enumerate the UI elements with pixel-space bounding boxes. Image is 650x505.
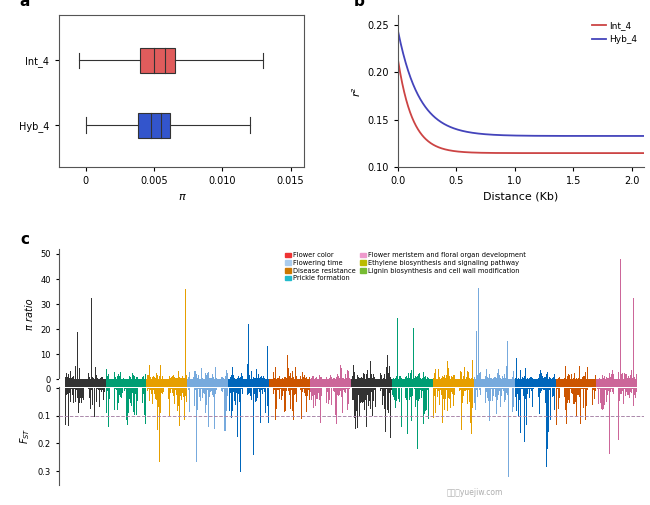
- Bar: [515, 379, 556, 387]
- Hyb_4: [540, 133, 548, 139]
- Bar: [351, 379, 392, 387]
- Bar: [138, 113, 170, 137]
- Bar: [597, 379, 638, 387]
- Bar: [105, 379, 146, 387]
- Hyb_4: [395, 29, 402, 35]
- Hyb_4: [511, 132, 519, 138]
- Int_4: [640, 150, 647, 156]
- Bar: [64, 379, 105, 387]
- Line: Int_4: Int_4: [398, 62, 644, 153]
- Bar: [140, 48, 175, 73]
- Bar: [146, 379, 187, 387]
- Int_4: [595, 150, 603, 156]
- Legend: Int_4, Hyb_4: Int_4, Hyb_4: [590, 20, 639, 46]
- Hyb_4: [512, 132, 520, 138]
- Text: a: a: [19, 0, 29, 9]
- Y-axis label: $F_{ST}$: $F_{ST}$: [18, 428, 32, 444]
- Int_4: [511, 150, 519, 156]
- Bar: [228, 379, 269, 387]
- Bar: [187, 379, 228, 387]
- X-axis label: π: π: [178, 192, 185, 202]
- Bar: [310, 379, 351, 387]
- Int_4: [540, 150, 548, 156]
- Text: 月季网yuejiw.com: 月季网yuejiw.com: [447, 488, 502, 497]
- Hyb_4: [640, 133, 647, 139]
- Y-axis label: r²: r²: [352, 87, 361, 96]
- Line: Hyb_4: Hyb_4: [398, 32, 644, 136]
- Bar: [433, 379, 474, 387]
- Hyb_4: [634, 133, 642, 139]
- Bar: [474, 379, 515, 387]
- Bar: [392, 379, 433, 387]
- Legend: Flower color, Flowering time, Disease resistance, Prickle formation, Flower meri: Flower color, Flowering time, Disease re…: [284, 251, 527, 283]
- Int_4: [512, 150, 520, 156]
- Int_4: [527, 150, 535, 156]
- Int_4: [395, 59, 402, 65]
- Text: b: b: [354, 0, 365, 9]
- Hyb_4: [527, 133, 535, 139]
- X-axis label: Distance (Kb): Distance (Kb): [483, 192, 558, 202]
- Int_4: [634, 150, 642, 156]
- Y-axis label: π ratio: π ratio: [25, 298, 34, 330]
- Hyb_4: [595, 133, 603, 139]
- Bar: [556, 379, 597, 387]
- Bar: [269, 379, 310, 387]
- Text: c: c: [21, 232, 29, 246]
